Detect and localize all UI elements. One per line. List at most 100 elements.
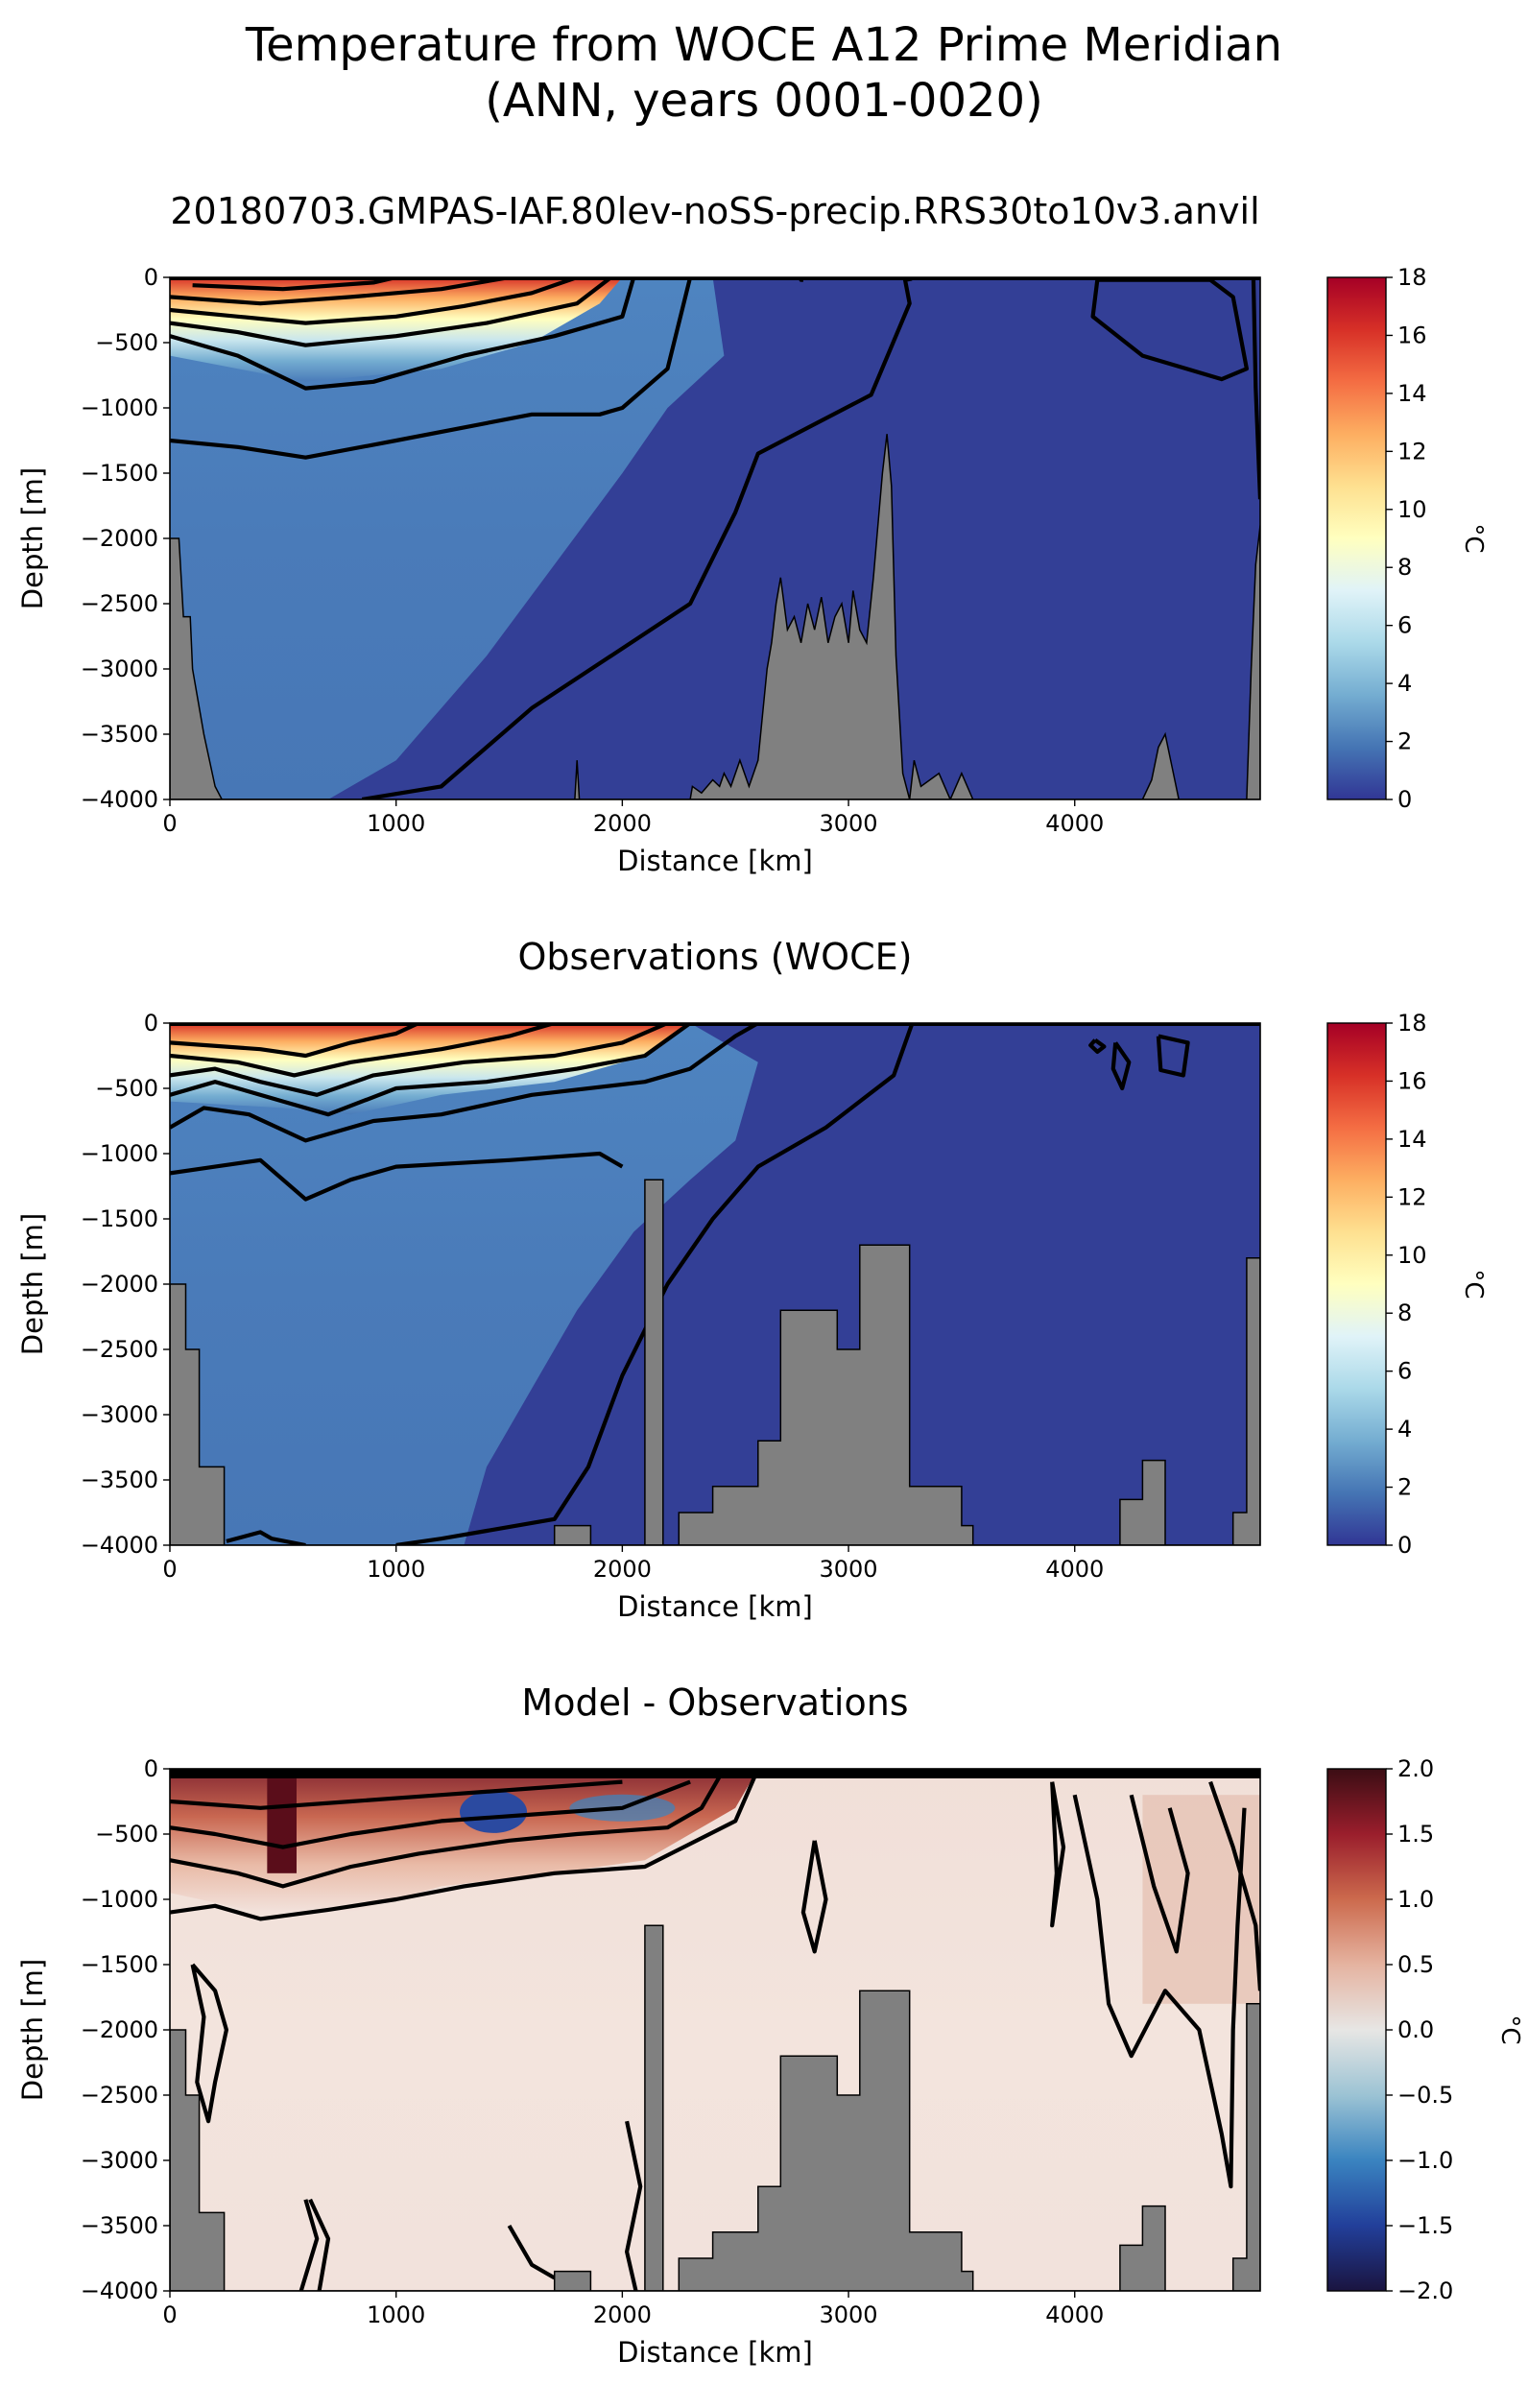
colorbar-gradient (1326, 1768, 1387, 2292)
panel-1: 0 1000 2000 3000 4000 0 −500 −1000 −1500 −2000 −25… (16, 190, 1488, 877)
contour-line (1110, 1041, 1132, 1091)
y-tick-label: −500 (95, 1821, 158, 1848)
y-tick-label: 0 (144, 1755, 158, 1782)
colorbar-tick-label: 12 (1397, 1183, 1427, 1210)
colorbar-label: °C (1495, 2015, 1524, 2044)
colorbar-gradient (1326, 276, 1387, 800)
y-tick-label: −2500 (81, 1336, 158, 1363)
contour-line (170, 277, 510, 306)
contour-line (170, 277, 578, 325)
colorbar-tick-label: 0 (1397, 786, 1412, 813)
contour-line (170, 1779, 623, 1810)
contour-line (625, 2120, 643, 2291)
colorbar-tick-label: 14 (1397, 1126, 1427, 1153)
y-tick-label: −2000 (81, 2016, 158, 2043)
contour-line (1050, 1781, 1066, 1928)
y-tick-label: −1000 (81, 1140, 158, 1167)
colorbar-tick-label: 12 (1397, 438, 1427, 465)
contour-line (1129, 1794, 1190, 1954)
y-tick-label: −1500 (81, 1205, 158, 1232)
y-tick-label: −1000 (81, 394, 158, 421)
contour-line (361, 277, 913, 799)
contour-line (1156, 1034, 1190, 1078)
contour-line (226, 1530, 306, 1545)
y-tick-label: −1500 (81, 1951, 158, 1978)
contour-line (170, 1023, 669, 1097)
y-tick-label: −2000 (81, 525, 158, 552)
colorbar-tick-label: −1.0 (1397, 2147, 1453, 2174)
colorbar-tick-label: 10 (1397, 496, 1427, 523)
y-axis-label: Depth [m] (16, 467, 49, 609)
y-tick-label: −3000 (81, 1401, 158, 1428)
contour-line (170, 277, 636, 391)
colorbar-tick-label: 8 (1397, 1299, 1412, 1326)
colorbar: −2.0 −1.5 −1.0 −0.5 0.0 0.5 1.0 1.5 2.0 °C (1326, 1755, 1524, 2304)
contour-line (1208, 1780, 1260, 1991)
figure-title-line1: Temperature from WOCE A12 Prime Meridian (245, 18, 1283, 72)
colorbar-tick-label: 14 (1397, 380, 1427, 407)
colorbar-tick-label: 1.0 (1397, 1886, 1434, 1913)
contour-line (1090, 277, 1249, 382)
cold-bias-patch (460, 1790, 528, 1833)
contour-line (170, 1023, 556, 1078)
y-tick-label: −4000 (81, 1532, 158, 1559)
colorbar-tick-label: 16 (1397, 1067, 1427, 1094)
surface-contour (170, 277, 1260, 280)
x-tick-label: 3000 (820, 1556, 878, 1583)
contour-line (170, 1779, 691, 1849)
x-tick-label: 1000 (367, 2301, 425, 2328)
x-axis-label: Distance [km] (617, 1590, 813, 1623)
colorbar-tick-label: 8 (1397, 554, 1412, 581)
colorbar-tick-label: 18 (1397, 264, 1427, 291)
surface-contour (170, 1023, 1260, 1026)
colorbar-tick-label: 6 (1397, 1358, 1412, 1385)
bathymetry (170, 1924, 1260, 2291)
colorbar-label: °C (1459, 1269, 1488, 1299)
panel-title: 20180703.GMPAS-IAF.80lev-noSS-precip.RRS… (170, 190, 1259, 232)
contour-line (298, 2199, 320, 2291)
x-tick-label: 3000 (820, 810, 878, 837)
x-tick-label: 0 (162, 810, 177, 837)
contour-line (170, 1023, 692, 1117)
x-tick-label: 1000 (367, 1556, 425, 1583)
warm-water-mass (170, 1023, 758, 1545)
colorbar-tick-label: 2.0 (1397, 1755, 1434, 1782)
y-axis-label: Depth [m] (16, 1959, 49, 2101)
temperature-field (170, 1769, 1260, 2291)
panel-title: Observations (WOCE) (518, 936, 913, 978)
colorbar: 0 2 4 6 8 10 12 14 16 18 °C (1326, 1010, 1488, 1559)
colorbar-label: °C (1459, 523, 1488, 553)
colorbar-tick-label: 16 (1397, 322, 1427, 348)
panel-3: 0 1000 2000 3000 4000 0 −500 −1000 −1500 −2000 −25… (16, 1681, 1524, 2369)
x-tick-label: 4000 (1045, 1556, 1104, 1583)
colorbar-tick-label: −2.0 (1397, 2277, 1453, 2304)
colorbar-tick-label: 4 (1397, 670, 1412, 697)
bathymetry (170, 1179, 1260, 1545)
contour-line (190, 1963, 228, 2124)
colorbar-tick-label: 6 (1397, 612, 1412, 639)
surface-contours (170, 1769, 1260, 1778)
y-tick-label: 0 (144, 264, 158, 291)
contour-line (800, 1840, 828, 1954)
y-tick-label: −2500 (81, 590, 158, 617)
colorbar-tick-label: 1.5 (1397, 1821, 1434, 1848)
temperature-field (170, 1023, 1260, 1545)
warm-bias-core (267, 1769, 297, 1873)
y-tick-label: −3500 (81, 1466, 158, 1493)
colorbar-tick-label: −1.5 (1397, 2212, 1453, 2239)
y-tick-label: −4000 (81, 786, 158, 813)
contour-line (308, 2198, 331, 2291)
colorbar-tick-label: 2 (1397, 728, 1412, 755)
colorbar-tick-label: 0.0 (1397, 2016, 1434, 2043)
x-tick-label: 2000 (593, 2301, 652, 2328)
x-tick-label: 4000 (1045, 2301, 1104, 2328)
x-axis-label: Distance [km] (617, 845, 813, 877)
colorbar-tick-label: 4 (1397, 1416, 1412, 1442)
x-tick-label: 4000 (1045, 810, 1104, 837)
warm-water-mass (170, 277, 725, 799)
colorbar-tick-label: 10 (1397, 1242, 1427, 1269)
colorbar-tick-label: 18 (1397, 1010, 1427, 1037)
panel-title: Model - Observations (521, 1681, 908, 1724)
y-tick-label: −3500 (81, 721, 158, 748)
